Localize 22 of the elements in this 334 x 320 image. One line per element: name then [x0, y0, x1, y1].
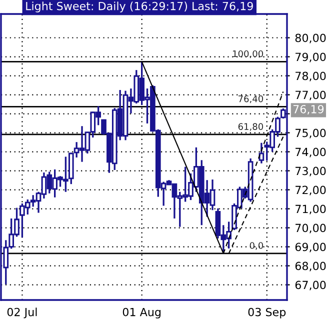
y-tick-label: 67,00: [295, 280, 326, 290]
chart-title: Light Sweet: Daily (16:29:17) Last: 76,19: [26, 2, 253, 12]
y-tick-label: 69,00: [295, 242, 326, 252]
annotation: 61,80: [238, 123, 264, 131]
annotation: 100,00: [233, 50, 264, 58]
annotation: 0,0: [250, 242, 264, 250]
y-tick-label: 73,00: [296, 166, 326, 176]
y-tick-label: 72,00: [296, 186, 326, 196]
text: 76,19: [293, 104, 324, 115]
y-tick-label: 77,00: [296, 90, 326, 100]
y-tick-label: 68,00: [295, 262, 326, 272]
y-tick-label: 79,00: [296, 52, 326, 62]
x-tick-label: 03 Sep: [248, 308, 286, 318]
annotation: 76,40: [238, 95, 264, 104]
x-tick-label: 01 Aug: [122, 308, 160, 318]
y-tick-label: 70,00: [296, 224, 326, 234]
y-tick-label: 74,00: [296, 148, 326, 158]
y-tick-label: 75,00: [296, 128, 326, 138]
y-tick-label: 80,00: [295, 34, 326, 44]
y-tick-label: 71,00: [296, 204, 326, 214]
x-tick-label: 02 Jul: [7, 308, 37, 318]
y-tick-label: 78,00: [296, 72, 326, 82]
